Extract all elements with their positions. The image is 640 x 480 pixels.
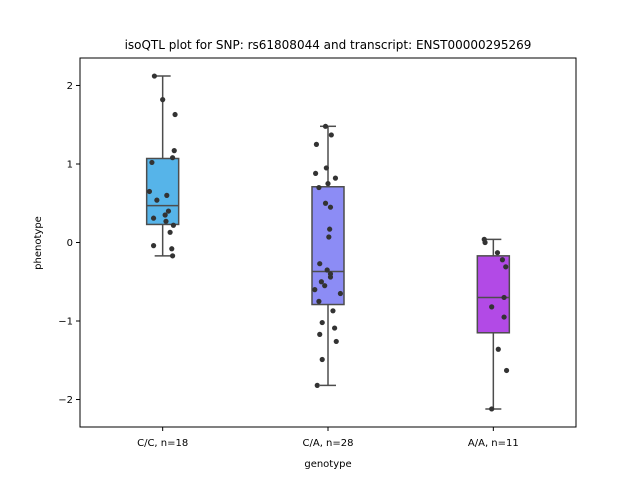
data-point <box>501 314 507 320</box>
data-point <box>330 308 336 314</box>
data-point <box>327 204 334 210</box>
box-series <box>145 75 511 410</box>
data-point <box>327 226 333 232</box>
data-point <box>495 346 501 352</box>
data-point <box>170 222 177 228</box>
data-point <box>165 208 172 214</box>
data-point <box>317 261 323 267</box>
data-point <box>151 73 157 79</box>
data-point <box>327 274 334 280</box>
data-point <box>332 325 338 331</box>
data-point <box>149 159 155 166</box>
data-point <box>169 246 175 252</box>
data-point <box>503 367 510 374</box>
data-point <box>172 111 178 118</box>
data-point <box>489 406 495 412</box>
data-point <box>322 200 329 206</box>
y-tick-label: −1 <box>58 317 73 328</box>
data-point <box>316 298 322 304</box>
data-point <box>171 148 177 154</box>
data-point <box>324 267 330 273</box>
data-point <box>325 181 331 187</box>
jitter-points <box>146 73 510 412</box>
data-point <box>323 165 329 171</box>
data-point <box>318 279 324 285</box>
data-point <box>319 319 325 326</box>
data-point <box>163 218 169 224</box>
data-point <box>332 175 339 181</box>
data-point <box>154 197 160 203</box>
data-point <box>494 250 501 256</box>
data-point <box>316 184 322 191</box>
data-point <box>150 243 157 249</box>
data-point <box>499 257 506 263</box>
data-point <box>489 304 495 310</box>
data-point <box>328 132 334 138</box>
data-point <box>314 382 320 388</box>
y-tick-label: 1 <box>67 159 73 170</box>
data-point <box>501 294 507 301</box>
data-point <box>313 141 320 147</box>
data-point <box>150 215 157 221</box>
data-point <box>326 234 332 240</box>
y-axis: 2 1 0 −1 −2 <box>58 81 80 406</box>
data-point <box>312 287 318 293</box>
y-tick-label: 0 <box>67 238 73 249</box>
box <box>311 186 345 306</box>
y-axis-title: phenotype <box>33 216 44 270</box>
data-point <box>162 212 168 218</box>
chart-title: isoQTL plot for SNP: rs61808044 and tran… <box>125 38 532 52</box>
data-point <box>164 192 170 198</box>
data-point <box>503 264 509 270</box>
data-point <box>322 123 329 129</box>
data-point <box>333 338 339 345</box>
data-point <box>169 155 176 161</box>
y-tick-label: 2 <box>67 81 73 92</box>
data-point <box>313 170 319 177</box>
data-point <box>169 253 176 259</box>
x-tick-label: C/C, n=18 <box>137 438 188 449</box>
x-axis-title: genotype <box>304 459 351 470</box>
data-point <box>319 356 325 363</box>
y-tick-label: −2 <box>58 395 73 406</box>
data-point <box>160 97 166 103</box>
data-point <box>167 229 173 235</box>
data-point <box>317 331 323 337</box>
data-point <box>337 290 343 297</box>
x-axis: C/C, n=18 C/A, n=28 A/A, n=11 <box>137 427 519 449</box>
x-tick-label: A/A, n=11 <box>468 438 519 449</box>
data-point <box>146 188 153 195</box>
x-tick-label: C/A, n=28 <box>303 438 354 449</box>
data-point <box>482 239 488 246</box>
data-point <box>322 283 328 289</box>
